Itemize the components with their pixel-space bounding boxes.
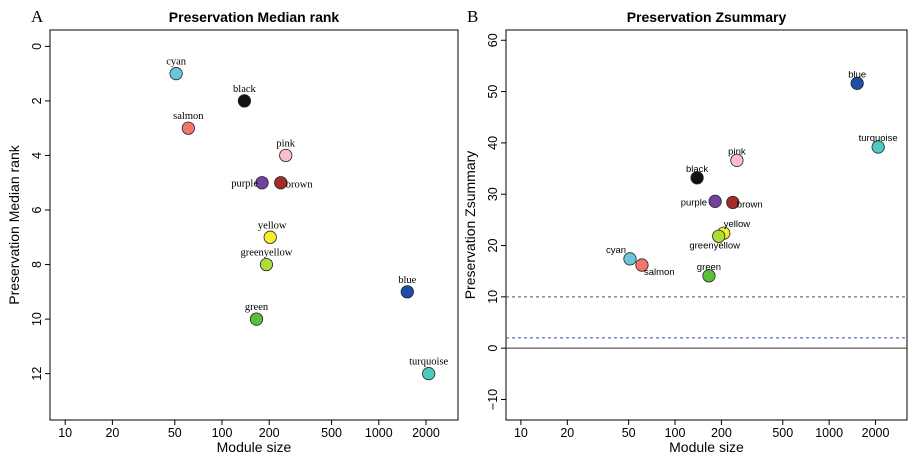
y-tick-label: 10 [30,312,44,326]
point-brown [726,195,740,210]
point-label-purple: purple [681,197,707,208]
point-blue [400,285,414,299]
y-tick-label: 20 [486,239,500,253]
point-label-cyan: cyan [606,245,626,256]
point-label-pink: pink [276,138,295,149]
point-label-black: black [686,164,708,175]
y-tick-label: 0 [30,43,44,50]
panel-b: B Preservation Zsummary Module size Preserv… [462,7,908,455]
x-axis-label: Module size [217,439,292,455]
point-label-purple: purple [231,179,258,190]
point-purple [255,176,269,190]
point-salmon [181,121,195,135]
point-blue [850,76,864,90]
x-tick-label: 2000 [412,426,440,440]
x-tick-label: 1000 [815,426,843,440]
point-label-green: green [697,262,721,273]
point-label-turquoise: turquoise [859,133,898,144]
y-tick-label: 8 [30,261,44,268]
point-label-brown: brown [737,199,763,210]
y-tick-label: 40 [486,136,500,150]
point-label-pink: pink [728,146,746,157]
y-tick-label: 50 [486,85,500,99]
point-turquoise [422,367,436,381]
point-cyan [623,252,637,266]
point-greenyellow [259,257,274,272]
y-axis-label: Preservation Zsummary [462,151,478,300]
point-purple [708,194,722,208]
point-label-brown: brown [286,180,314,191]
y-tick-label: 60 [486,33,500,47]
x-axis-label: Module size [669,439,744,455]
point-label-blue: blue [398,275,416,286]
point-black [237,94,252,108]
point-black [690,171,704,185]
y-tick-label: 12 [30,367,44,381]
x-tick-label: 100 [665,426,686,440]
y-tick-label: 10 [486,290,500,304]
x-tick-label: 200 [711,426,732,440]
point-label-blue: blue [848,69,866,80]
x-tick-label: 50 [622,426,636,440]
panel-label: B [467,7,478,26]
point-greenyellow [712,229,726,243]
point-label-turquoise: turquoise [409,357,448,368]
y-axis-label: Preservation Median rank [6,144,22,305]
panel-a: A Preservation Median rank Module size Pres… [6,7,459,455]
x-tick-label: 1000 [365,426,393,440]
y-tick-label: 6 [30,206,44,213]
x-tick-label: 100 [212,426,233,440]
y-tick-label: −10 [486,389,500,410]
x-tick-label: 10 [58,426,72,440]
point-green [249,312,264,326]
x-tick-label: 200 [259,426,280,440]
point-label-salmon: salmon [173,111,204,122]
y-tick-label: 4 [30,152,44,159]
point-yellow [263,230,277,244]
x-tick-label: 2000 [862,426,890,440]
point-label-yellow: yellow [258,220,287,231]
point-label-greenyellow: greenyellow [689,240,740,251]
point-pink [730,153,744,167]
point-label-greenyellow: greenyellow [240,248,292,259]
chart-title: Preservation Median rank [169,9,340,25]
plot-frame [49,29,459,421]
point-turquoise [871,140,885,154]
point-green [702,269,716,283]
point-brown [274,176,288,190]
x-tick-label: 50 [168,426,182,440]
point-label-black: black [233,84,256,95]
point-salmon [635,258,649,272]
y-tick-label: 2 [30,97,44,104]
point-pink [279,148,293,163]
y-tick-label: 30 [486,187,500,201]
point-label-salmon: salmon [644,267,675,278]
point-cyan [169,67,183,81]
x-tick-label: 20 [105,426,119,440]
y-tick-label: 0 [486,345,500,352]
point-label-yellow: yellow [724,219,751,230]
point-label-green: green [245,302,269,313]
chart-title: Preservation Zsummary [627,9,787,25]
plot-frame [505,29,908,421]
x-tick-label: 500 [321,426,342,440]
point-label-cyan: cyan [166,57,187,68]
x-tick-label: 500 [772,426,793,440]
x-tick-label: 10 [514,426,528,440]
x-tick-label: 20 [560,426,574,440]
panel-label: A [31,7,44,26]
